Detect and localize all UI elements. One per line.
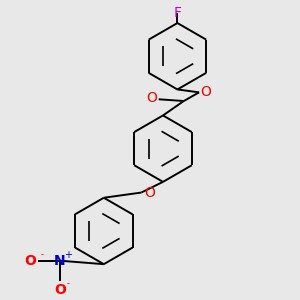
Text: -: - [67,279,70,288]
Text: F: F [173,6,181,20]
Text: N: N [54,254,66,268]
Text: O: O [200,85,211,99]
Text: O: O [54,283,66,297]
Text: -: - [40,250,43,259]
Text: O: O [146,91,157,105]
Text: O: O [144,186,155,200]
Text: +: + [64,250,72,260]
Text: O: O [24,254,36,268]
